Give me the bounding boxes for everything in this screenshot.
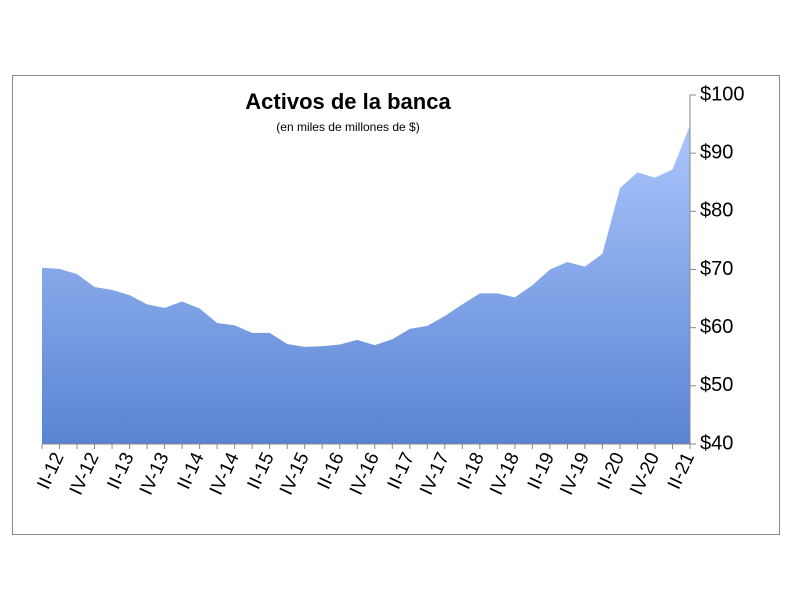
x-tick-label: II-21 [664,449,699,492]
x-tick-label: II-13 [104,449,139,492]
x-tick-label: IV-14 [206,449,244,498]
y-tick-label: $50 [700,374,733,396]
x-tick-label: II-16 [314,449,349,492]
chart-subtitle: (en miles de millones de $) [276,120,419,134]
x-tick-label: II-15 [244,449,279,492]
y-tick-label: $80 [700,200,733,222]
x-tick-label: IV-19 [556,449,594,498]
x-tick-label: IV-13 [136,449,174,498]
x-tick-label: II-19 [524,449,559,492]
x-tick-label: IV-12 [66,449,104,498]
x-tick-label: II-12 [33,449,68,492]
chart-title: Activos de la banca [245,89,451,114]
x-tick-label: IV-20 [626,449,664,498]
x-tick-label: IV-15 [276,449,314,498]
x-tick-label: IV-17 [416,449,454,498]
y-tick-label: $100 [700,83,745,105]
x-tick-label: II-14 [174,449,209,493]
x-tick-label: II-17 [384,449,419,492]
y-tick-label: $40 [700,432,733,454]
x-tick-label: IV-16 [346,449,384,498]
x-tick-label: IV-18 [486,449,524,498]
x-tick-label: II-20 [594,449,629,492]
area [42,125,690,444]
chart-frame [12,75,780,535]
y-tick-label: $60 [700,316,733,338]
x-tick-label: II-18 [454,449,489,492]
y-tick-label: $70 [700,258,733,280]
y-tick-label: $90 [700,141,733,163]
